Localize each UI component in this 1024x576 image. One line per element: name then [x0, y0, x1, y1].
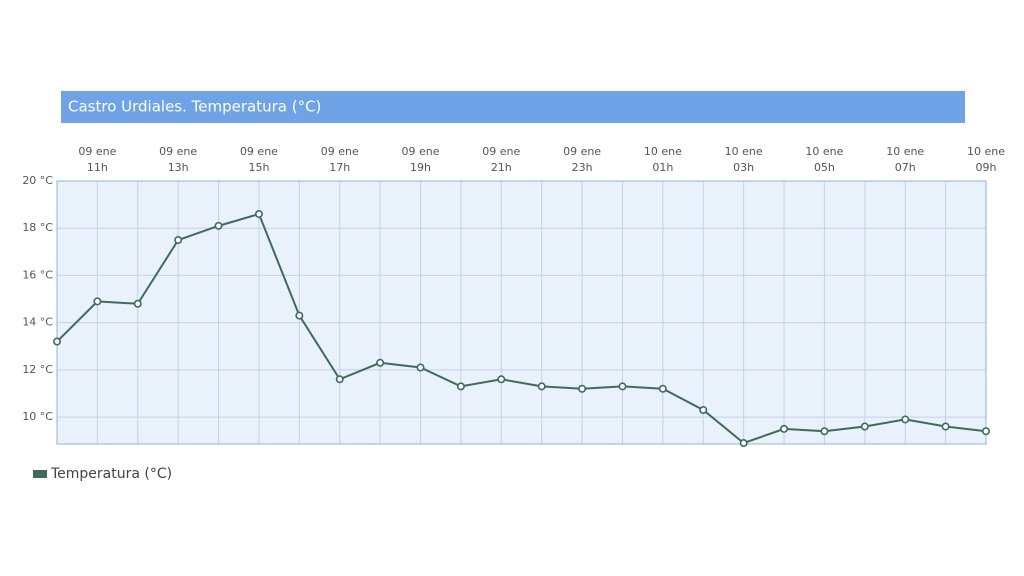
point [860, 422, 869, 431]
point [820, 427, 829, 436]
point [981, 427, 990, 436]
x-tick-label: 17h [329, 161, 350, 174]
x-tick-label: 19h [410, 161, 431, 174]
point [254, 210, 263, 219]
x-tick-label: 07h [895, 161, 916, 174]
point [335, 375, 344, 384]
plot-area [57, 181, 986, 444]
x-tick-label: 09 ene [563, 145, 601, 158]
x-tick-label: 10 ene [967, 145, 1005, 158]
x-tick-label: 09h [976, 161, 997, 174]
point [376, 358, 385, 367]
y-tick-label: 18 °C [22, 221, 53, 234]
plot-border [56, 180, 987, 445]
x-tick-label: 09 ene [159, 145, 197, 158]
point [658, 384, 667, 393]
x-tick-label: 10 ene [644, 145, 682, 158]
x-tick-label: 23h [572, 161, 593, 174]
x-tick-label: 05h [814, 161, 835, 174]
x-tick-label: 10 ene [886, 145, 924, 158]
legend-swatch [33, 470, 47, 478]
x-tick-label: 09 ene [482, 145, 520, 158]
x-tick-label: 01h [652, 161, 673, 174]
point [93, 297, 102, 306]
x-tick-label: 09 ene [402, 145, 440, 158]
point [739, 439, 748, 448]
x-tick-label: 10 ene [725, 145, 763, 158]
point [537, 382, 546, 391]
x-tick-label: 21h [491, 161, 512, 174]
x-tick-label: 15h [248, 161, 269, 174]
y-tick-label: 10 °C [22, 410, 53, 423]
x-tick-label: 03h [733, 161, 754, 174]
point [174, 236, 183, 245]
legend-label: Temperatura (°C) [50, 466, 172, 482]
x-tick-label: 11h [87, 161, 108, 174]
y-tick-label: 16 °C [22, 268, 53, 281]
x-tick-label: 13h [168, 161, 189, 174]
point [497, 375, 506, 384]
point [618, 382, 627, 391]
series-line [56, 212, 987, 445]
point [941, 422, 950, 431]
point [699, 406, 708, 415]
x-tick-label: 09 ene [240, 145, 278, 158]
y-tick-label: 14 °C [22, 316, 53, 329]
point [578, 384, 587, 393]
title-bar [61, 91, 965, 123]
point [133, 299, 142, 308]
point [214, 221, 223, 230]
point [416, 363, 425, 372]
point [456, 382, 465, 391]
x-tick-label: 10 ene [805, 145, 843, 158]
x-tick-label: 09 ene [78, 145, 116, 158]
point [901, 415, 910, 424]
y-tick-label: 12 °C [22, 363, 53, 376]
x-tick-label: 09 ene [321, 145, 359, 158]
y-tick-label: 20 °C [22, 174, 53, 187]
point [780, 424, 789, 433]
chart-title: Castro Urdiales. Temperatura (°C) [68, 98, 321, 116]
point [295, 311, 304, 320]
point [52, 337, 61, 346]
